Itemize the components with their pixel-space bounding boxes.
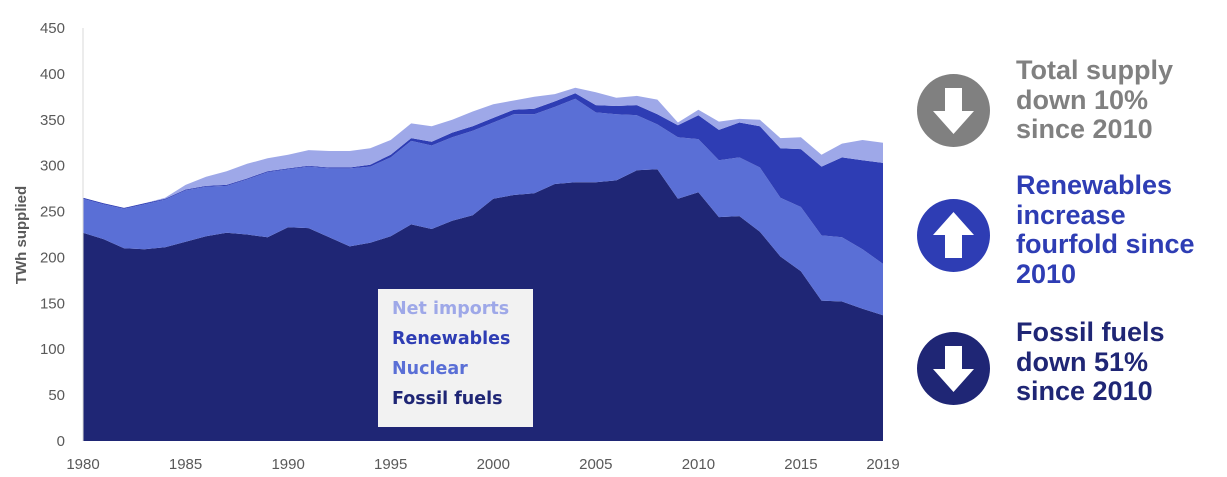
legend-item-net-imports: Net imports bbox=[392, 299, 510, 319]
x-tick-label: 1980 bbox=[66, 456, 99, 473]
y-tick-label: 100 bbox=[40, 341, 65, 358]
callout-line: since 2010 bbox=[1016, 376, 1153, 406]
y-tick-label: 200 bbox=[40, 249, 65, 266]
y-tick-labels: 0 50 100 150 200 250 300 350 400 450 bbox=[40, 20, 65, 450]
y-axis-label: TWh supplied bbox=[13, 186, 30, 284]
x-tick-labels: 1980 1985 1990 1995 2000 2005 2010 2015 2019 bbox=[66, 456, 899, 473]
callout-fossil-fuels: Fossil fuels down 51% since 2010 bbox=[1016, 317, 1165, 407]
legend-item-renewables: Renewables bbox=[392, 329, 511, 349]
callout-line: fourfold since bbox=[1016, 229, 1195, 259]
x-tick-label: 1990 bbox=[271, 456, 304, 473]
y-tick-label: 450 bbox=[40, 20, 65, 37]
legend-item-fossil-fuels: Fossil fuels bbox=[392, 389, 503, 409]
legend-item-nuclear: Nuclear bbox=[392, 359, 468, 379]
legend: Net imports Renewables Nuclear Fossil fu… bbox=[378, 289, 533, 427]
callout-line: increase bbox=[1016, 199, 1126, 230]
x-tick-label: 1985 bbox=[169, 456, 202, 473]
callout-line: down 10% bbox=[1016, 84, 1149, 115]
y-tick-label: 250 bbox=[40, 204, 65, 221]
callout-line: down 51% bbox=[1016, 346, 1149, 377]
callout-line: Fossil fuels bbox=[1016, 317, 1165, 347]
y-tick-label: 50 bbox=[48, 387, 65, 404]
x-tick-label: 2010 bbox=[682, 456, 715, 473]
callout-line: 2010 bbox=[1016, 258, 1077, 289]
callout-total-supply: Total supply down 10% since 2010 bbox=[1016, 55, 1174, 145]
x-tick-label: 2000 bbox=[477, 456, 510, 473]
down-arrow-icon bbox=[917, 332, 990, 405]
x-tick-label: 2015 bbox=[784, 456, 817, 473]
x-tick-label: 1995 bbox=[374, 456, 407, 473]
y-tick-label: 400 bbox=[40, 66, 65, 83]
up-arrow-icon bbox=[917, 199, 990, 272]
series-area-nuclear bbox=[83, 98, 883, 316]
callout-renewables: Renewables increase fourfold since 2010 bbox=[1016, 170, 1195, 289]
callout-line: Total supply bbox=[1016, 55, 1174, 85]
y-tick-label: 300 bbox=[40, 158, 65, 175]
down-arrow-icon bbox=[917, 74, 990, 147]
callout-line: Renewables bbox=[1016, 170, 1173, 200]
x-tick-label: 2019 bbox=[866, 456, 899, 473]
callout-line: since 2010 bbox=[1016, 114, 1153, 144]
y-tick-label: 350 bbox=[40, 112, 65, 129]
x-tick-label: 2005 bbox=[579, 456, 612, 473]
y-tick-label: 150 bbox=[40, 295, 65, 312]
y-tick-label: 0 bbox=[57, 433, 65, 450]
series-area-renewables bbox=[83, 93, 883, 264]
series-area-net-imports bbox=[83, 87, 883, 208]
